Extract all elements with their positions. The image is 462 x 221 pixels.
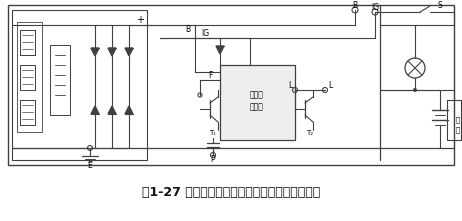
Bar — [12, 10, 147, 160]
Polygon shape — [125, 48, 133, 56]
Text: 负: 负 — [456, 117, 460, 123]
Text: T₂: T₂ — [306, 130, 314, 136]
Text: 单片集: 单片集 — [250, 91, 264, 99]
Polygon shape — [125, 106, 133, 114]
Polygon shape — [91, 106, 99, 114]
Text: L: L — [328, 80, 332, 90]
Text: L: L — [288, 80, 292, 90]
Text: F: F — [208, 72, 212, 80]
Polygon shape — [108, 106, 116, 114]
Polygon shape — [108, 48, 116, 56]
Text: B: B — [353, 2, 358, 11]
Text: IG: IG — [201, 29, 209, 38]
Text: T₁: T₁ — [209, 130, 217, 136]
Text: E: E — [88, 162, 92, 170]
Text: 载: 载 — [456, 127, 460, 133]
Text: 图1-27 夏利轿车用整体式交流发电机电路原理图: 图1-27 夏利轿车用整体式交流发电机电路原理图 — [142, 185, 320, 198]
Text: IG: IG — [371, 2, 379, 11]
Bar — [17, 22, 42, 132]
Text: S: S — [438, 2, 443, 11]
Text: 成电路: 成电路 — [250, 103, 264, 112]
Bar — [220, 65, 295, 140]
Text: P: P — [211, 156, 215, 164]
Polygon shape — [216, 46, 224, 54]
Bar — [8, 5, 454, 165]
Bar — [447, 100, 461, 140]
Bar — [50, 45, 70, 115]
Circle shape — [413, 88, 417, 92]
Text: B: B — [185, 25, 190, 34]
Polygon shape — [91, 48, 99, 56]
Text: +: + — [136, 15, 144, 25]
